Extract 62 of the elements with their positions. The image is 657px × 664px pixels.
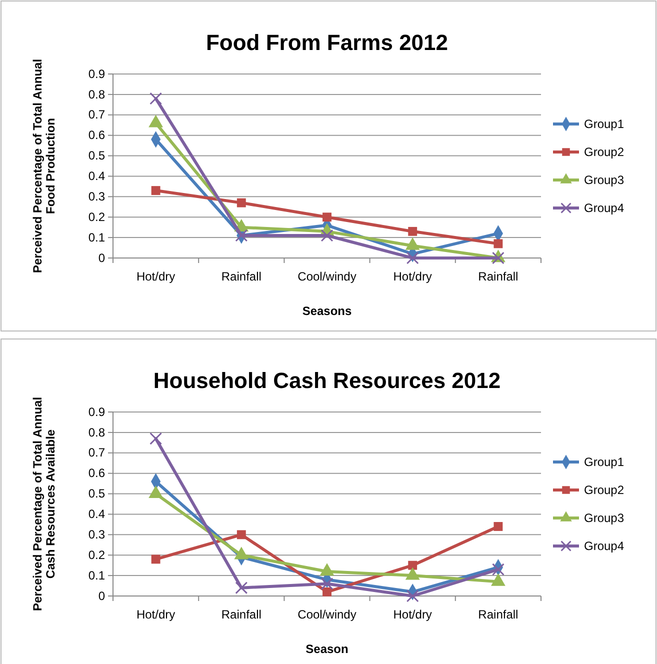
y-tick-label: 0.3 — [88, 190, 106, 204]
point — [322, 212, 332, 222]
legend-label: Group3 — [584, 511, 624, 525]
y-tick-label: 0 — [98, 250, 106, 265]
chart-title: Household Cash Resources 2012 — [153, 368, 501, 393]
x-tick-label: Cool/windy — [298, 270, 356, 284]
point — [494, 522, 503, 531]
x-tick-label: Rainfall — [478, 270, 518, 284]
y-tick-label: 0.1 — [88, 568, 106, 582]
y-axis-title: Perceived Percentage of Total Annual Food Production — [30, 58, 58, 274]
point — [320, 229, 334, 242]
point — [236, 198, 246, 208]
legend-label: Group4 — [584, 539, 624, 553]
y-tick-label: 0.4 — [88, 507, 106, 522]
y-tick-label: 0.6 — [88, 128, 106, 142]
legend-label: Group3 — [584, 173, 624, 187]
y-tick-label: 0.1 — [88, 230, 106, 244]
point — [151, 554, 160, 564]
y-tick-label: 0.5 — [88, 148, 106, 163]
y-tick-label: 0.7 — [88, 108, 106, 122]
y-tick-label: 0.2 — [88, 210, 106, 224]
y-tick-label: 0.2 — [88, 548, 106, 562]
y-tick-label: 0.4 — [88, 169, 106, 184]
y-tick-label: 0.9 — [88, 404, 106, 419]
point — [406, 590, 419, 602]
x-tick-label: Hot/dry — [393, 270, 432, 284]
point — [151, 186, 160, 196]
y-tick-label: 0.7 — [88, 446, 106, 460]
point — [322, 587, 332, 596]
point — [150, 432, 162, 445]
legend-label: Group4 — [584, 201, 624, 215]
point — [150, 92, 162, 105]
point — [236, 530, 246, 540]
x-axis-title: Season — [306, 642, 348, 656]
point — [492, 563, 504, 576]
x-tick-label: Hot/dry — [136, 608, 176, 622]
x-tick-label: Cool/windy — [298, 608, 356, 622]
legend-label: Group1 — [584, 455, 624, 469]
point — [235, 582, 248, 594]
y-tick-label: 0 — [98, 588, 106, 603]
y-tick-label: 0.6 — [88, 466, 106, 480]
point — [408, 226, 418, 236]
x-axis-title: Seasons — [302, 304, 352, 318]
y-axis-title: Perceived Percentage of Total Annual Cash Resources Available — [30, 396, 58, 612]
y-tick-label: 0.9 — [88, 66, 106, 81]
x-tick-label: Rainfall — [221, 270, 262, 284]
point — [406, 252, 419, 264]
point — [408, 560, 418, 570]
point — [494, 239, 503, 248]
y-tick-label: 0.8 — [88, 87, 106, 102]
legend-label: Group2 — [584, 483, 624, 497]
y-tick-label: 0.3 — [88, 528, 106, 542]
x-tick-label: Hot/dry — [393, 608, 432, 622]
y-tick-label: 0.8 — [88, 425, 106, 440]
x-tick-label: Hot/dry — [136, 270, 176, 284]
x-tick-label: Rainfall — [478, 608, 518, 622]
legend-label: Group1 — [584, 117, 624, 131]
chart-title: Food From Farms 2012 — [206, 30, 448, 55]
y-tick-label: 0.5 — [88, 486, 106, 501]
x-tick-label: Rainfall — [221, 608, 262, 622]
point — [320, 578, 334, 590]
legend-label: Group2 — [584, 145, 624, 159]
